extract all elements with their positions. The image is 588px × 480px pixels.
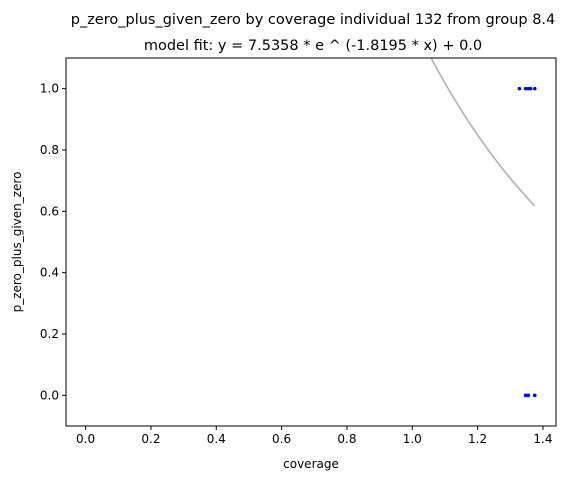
y-tick-label: 1.0 (40, 82, 59, 96)
data-point (532, 393, 537, 398)
x-tick-label: 0.2 (141, 432, 160, 446)
x-tick-label: 1.2 (468, 432, 487, 446)
x-tick-label: 0.4 (207, 432, 226, 446)
data-point (532, 86, 537, 91)
x-tick-label: 0.0 (76, 432, 95, 446)
y-tick-label: 0.6 (40, 204, 59, 218)
x-tick-label: 1.0 (403, 432, 422, 446)
plot-area: 0.0 0.2 0.4 0.6 0.8 1.0 1.2 1.4 0.0 0.2 0.4 0.6 0.8 1… (40, 57, 557, 446)
fit-curve (430, 58, 536, 207)
data-point (523, 86, 528, 91)
y-tick-label: 0.2 (40, 327, 59, 341)
chart-subtitle: model fit: y = 7.5358 * e ^ (-1.8195 * x… (144, 38, 482, 54)
data-point (526, 393, 531, 398)
chart-title: p_zero_plus_given_zero by coverage indiv… (71, 12, 556, 28)
x-tick-label: 1.4 (533, 432, 552, 446)
axes-frame (65, 57, 557, 427)
data-point (523, 393, 528, 398)
x-axis-label: coverage (283, 457, 339, 471)
y-tick-label: 0.8 (40, 143, 59, 157)
y-tick-label: 0.0 (40, 388, 59, 402)
x-tick-label: 0.8 (337, 432, 356, 446)
data-point (528, 86, 533, 91)
y-axis-label: p_zero_plus_given_zero (10, 172, 24, 313)
x-tick-label: 0.6 (272, 432, 291, 446)
y-tick-label: 0.4 (40, 266, 59, 280)
data-point (517, 86, 522, 91)
